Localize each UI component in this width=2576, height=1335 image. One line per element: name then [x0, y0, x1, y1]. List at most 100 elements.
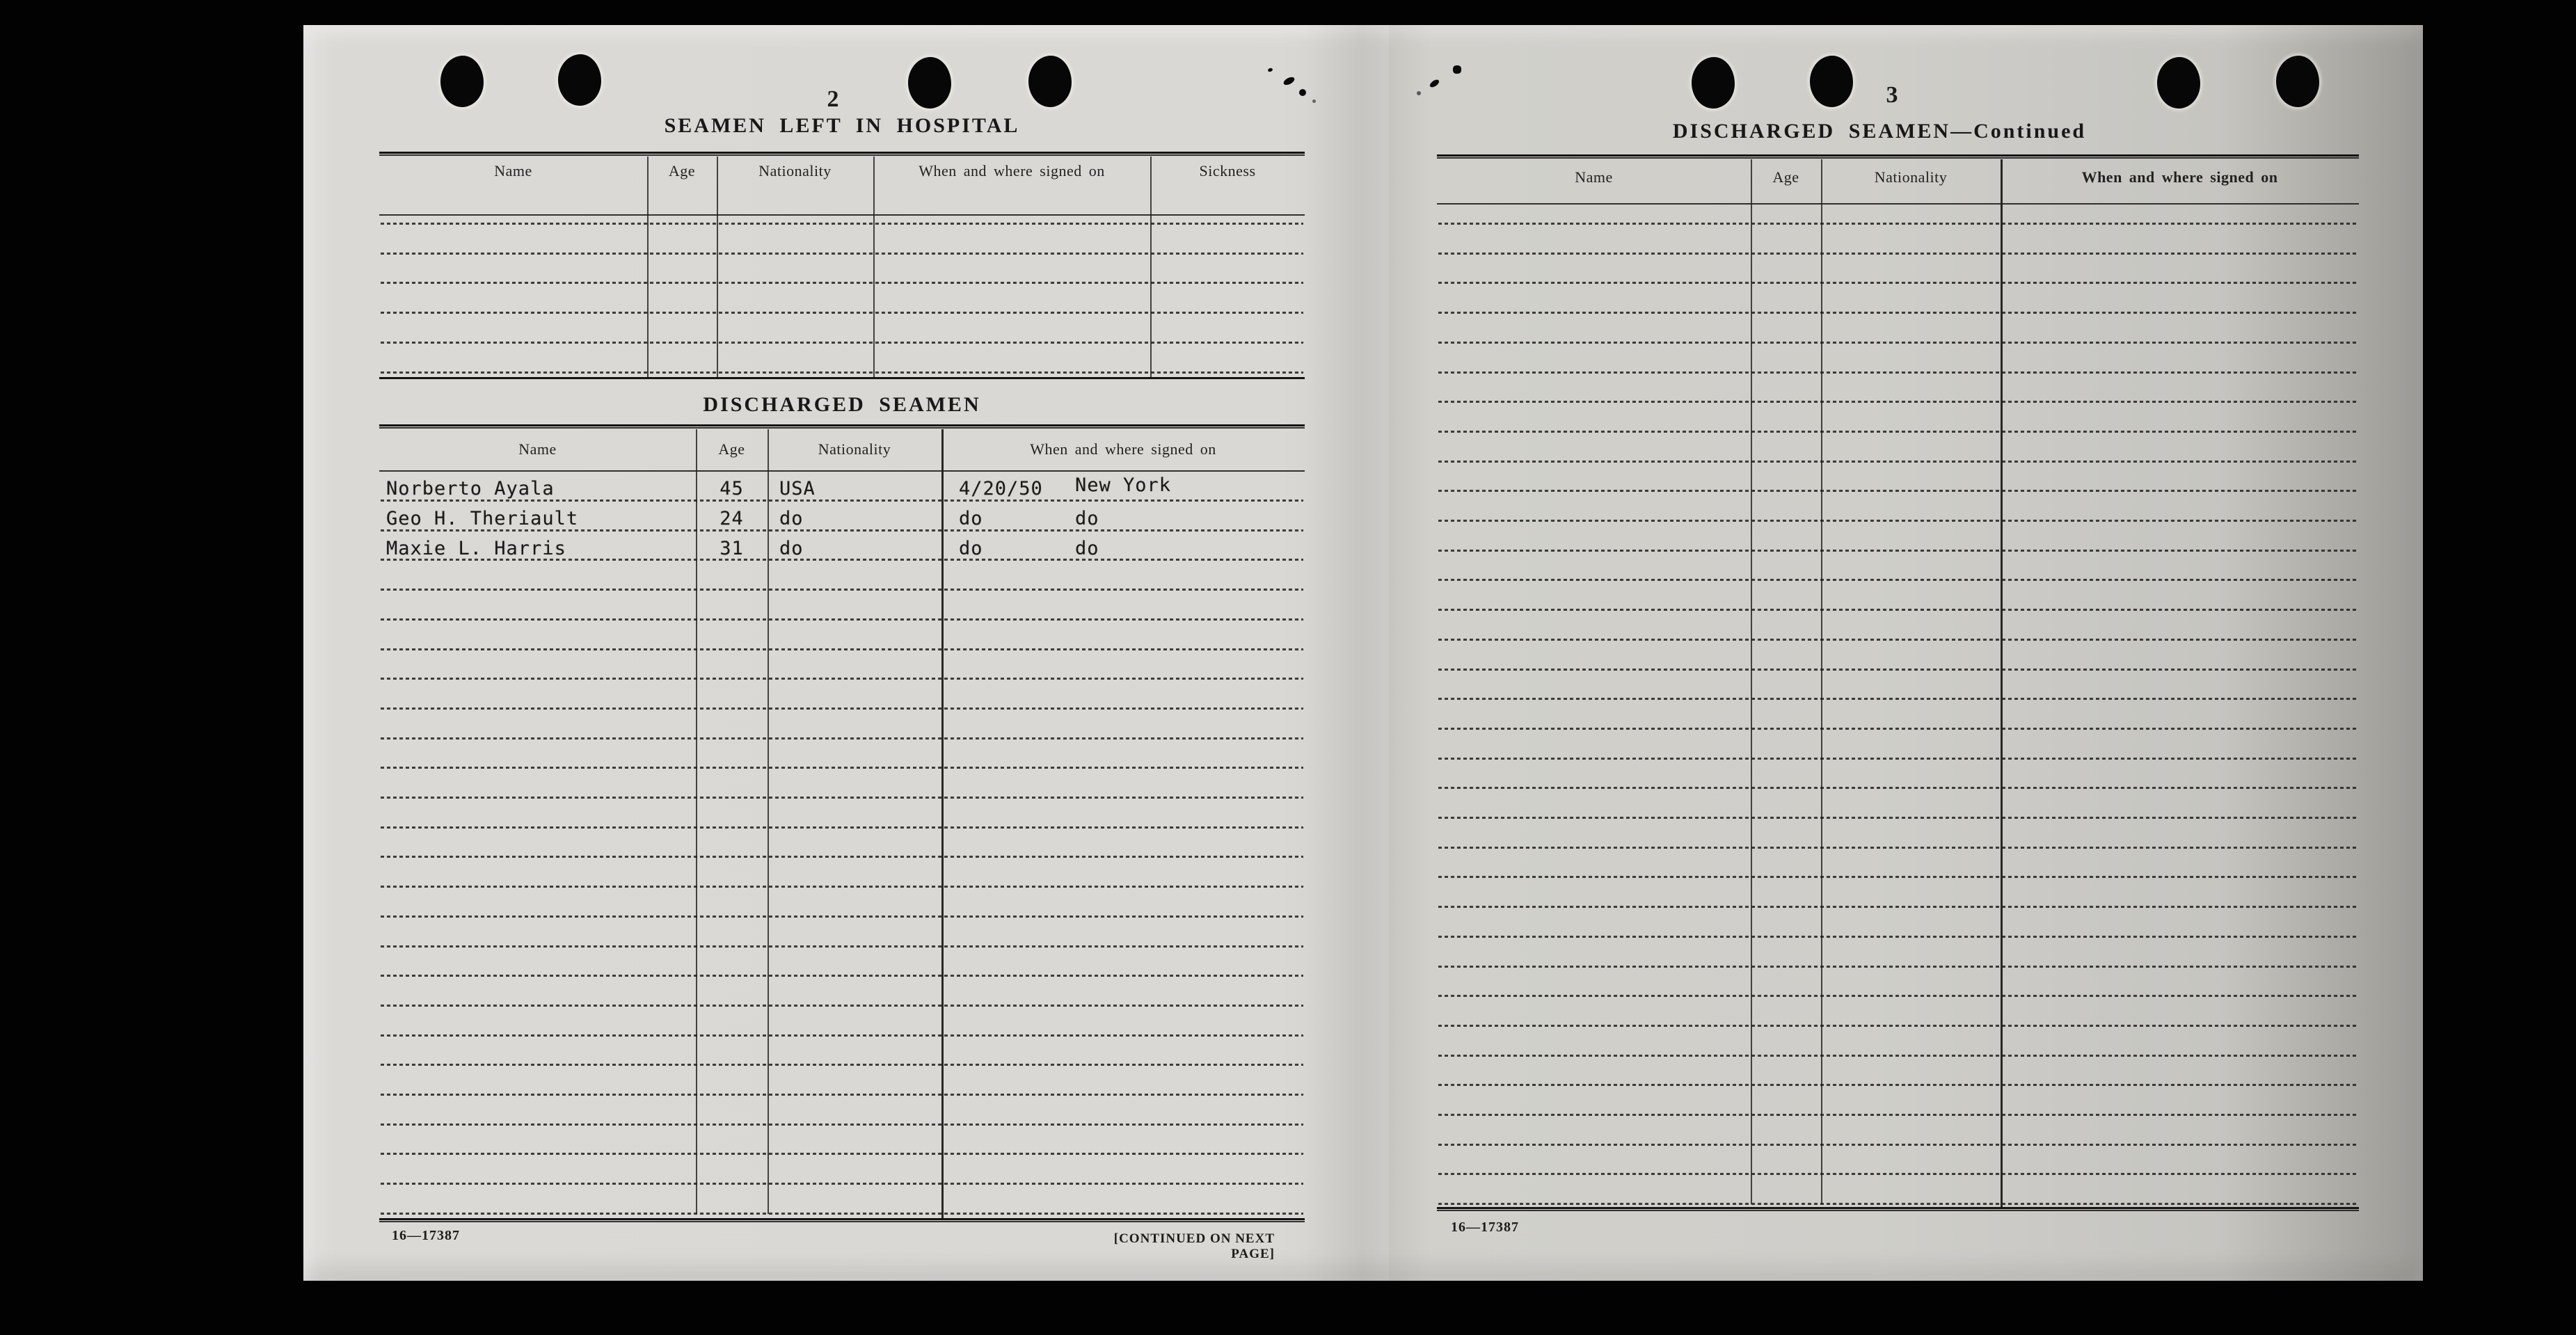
ruled-row-line	[381, 252, 1303, 255]
seamen-left-in-hospital-table: Name Age Nationality When and where sign…	[379, 152, 1305, 381]
right-edge-shadow	[2224, 25, 2423, 1281]
column-header-age: Age	[668, 162, 696, 179]
ruled-row-line	[1438, 579, 2358, 582]
ruled-row-line	[1438, 1054, 2358, 1057]
ruled-row-line	[1438, 401, 2358, 403]
ruled-row-line	[381, 1004, 1303, 1007]
ruled-row-line	[1438, 876, 2358, 879]
column-divider	[1751, 159, 1752, 1204]
column-header-signed-on: When and where signed on	[2081, 168, 2278, 186]
punch-hole	[2276, 56, 2319, 107]
column-header-name: Name	[494, 162, 532, 179]
continued-note: [CONTINUED ON NEXT PAGE]	[1113, 1231, 1275, 1261]
column-header-nationality: Nationality	[758, 162, 832, 179]
ruled-row-line	[381, 737, 1303, 740]
column-divider	[647, 157, 649, 378]
ruled-row-line	[1438, 1084, 2358, 1087]
ruled-row-line	[1438, 787, 2358, 790]
column-divider	[717, 157, 718, 378]
ruled-row-line	[1438, 965, 2358, 968]
center-fold-shadow	[1305, 25, 1431, 1281]
ruled-row-line	[1438, 995, 2358, 998]
table-bottom-rule	[379, 377, 1305, 379]
ruled-row-line	[1438, 549, 2358, 552]
column-header-nationality: Nationality	[1874, 168, 1948, 186]
header-underline	[379, 470, 1305, 472]
ruled-row-line	[1438, 1203, 2358, 1206]
column-header-signed-on: When and where signed on	[919, 162, 1105, 179]
cell-age: 45	[719, 478, 744, 499]
ruled-row-line	[1438, 609, 2358, 611]
column-header-signed-on: When and where signed on	[1030, 440, 1216, 458]
column-divider	[768, 429, 769, 1214]
punch-hole	[2157, 57, 2200, 109]
ruled-row-line	[1438, 252, 2358, 255]
ruled-row-line	[1438, 906, 2358, 909]
ruled-row-line	[381, 648, 1303, 650]
form-number-left: 16—17387	[392, 1228, 460, 1243]
cell-signed-date: do	[959, 538, 983, 559]
table-top-rule	[1437, 154, 2359, 159]
ink-speck	[1312, 99, 1316, 103]
form-number-right: 16—17387	[1451, 1220, 1519, 1235]
cell-name: Maxie L. Harris	[386, 538, 566, 559]
cell-signed-place: do	[1075, 538, 1099, 559]
column-divider	[873, 157, 875, 378]
ruled-row-line	[381, 678, 1303, 680]
ruled-row-line	[1438, 846, 2358, 849]
ruled-row-line	[381, 371, 1303, 374]
cell-signed-date: do	[959, 508, 983, 529]
ruled-row-line	[381, 559, 1303, 561]
ruled-row-line	[381, 767, 1303, 769]
ruled-row-line	[381, 975, 1303, 977]
page-number-right: 3	[1886, 82, 1898, 108]
column-divider	[696, 429, 697, 1214]
cell-signed-place: do	[1075, 508, 1099, 529]
table-row: Geo H. Theriault 24 do do do	[379, 507, 1305, 532]
right-page-tone	[1389, 25, 2423, 1281]
ink-speck	[1299, 89, 1306, 96]
hospital-table-title: SEAMEN LEFT IN HOSPITAL	[664, 114, 1020, 137]
ruled-row-line	[381, 1153, 1303, 1156]
ruled-row-line	[1438, 698, 2358, 701]
ruled-row-line	[381, 797, 1303, 799]
punch-hole	[558, 54, 601, 106]
ink-speck	[1417, 91, 1421, 95]
column-header-age: Age	[718, 440, 745, 458]
ruled-row-line	[1438, 341, 2358, 344]
page-number-left: 2	[827, 86, 839, 112]
cell-nationality: do	[779, 538, 804, 559]
ruled-row-line	[381, 826, 1303, 829]
ruled-row-line	[381, 1064, 1303, 1066]
ruled-row-line	[1438, 935, 2358, 938]
ink-speck	[1453, 65, 1461, 74]
ruled-row-line	[381, 707, 1303, 710]
ruled-row-line	[1438, 371, 2358, 374]
cell-age: 24	[719, 508, 744, 529]
ruled-row-line	[381, 312, 1303, 314]
punch-hole	[908, 57, 951, 109]
header-underline	[379, 214, 1305, 216]
column-divider	[2001, 159, 2003, 1207]
ruled-row-line	[381, 945, 1303, 948]
table-row: Maxie L. Harris 31 do do do	[379, 537, 1305, 562]
cell-name: Geo H. Theriault	[386, 508, 579, 529]
ink-speck	[1267, 67, 1273, 73]
ruled-row-line	[381, 618, 1303, 621]
ruled-row-line	[381, 1094, 1303, 1096]
ruled-row-line	[1438, 460, 2358, 463]
discharged-seamen-table: Name Age Nationality When and where sign…	[379, 424, 1305, 1223]
ruled-row-line	[1438, 430, 2358, 433]
ruled-row-line	[1438, 312, 2358, 314]
ruled-row-line	[1438, 817, 2358, 819]
ruled-row-line	[381, 1034, 1303, 1037]
ruled-row-line	[1438, 638, 2358, 641]
ruled-row-line	[381, 1123, 1303, 1126]
ruled-row-line	[1438, 1114, 2358, 1116]
cell-signed-date: 4/20/50	[959, 478, 1043, 499]
cell-nationality: USA	[779, 478, 816, 499]
ruled-row-line	[381, 1212, 1303, 1215]
column-divider	[1150, 157, 1152, 378]
cell-age: 31	[719, 538, 744, 559]
header-underline	[1437, 203, 2359, 205]
